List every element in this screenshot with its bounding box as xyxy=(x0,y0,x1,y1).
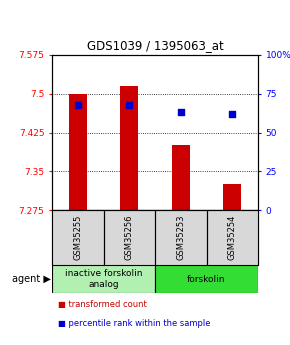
Bar xyxy=(69,94,87,210)
Bar xyxy=(52,210,104,265)
Point xyxy=(75,102,80,107)
Text: GSM35253: GSM35253 xyxy=(176,215,185,260)
Text: agent ▶: agent ▶ xyxy=(12,274,51,284)
Text: GSM35256: GSM35256 xyxy=(125,215,134,260)
Bar xyxy=(206,210,258,265)
Text: inactive forskolin
analog: inactive forskolin analog xyxy=(65,269,142,289)
Point xyxy=(127,102,132,107)
Bar xyxy=(104,210,155,265)
Text: ■ transformed count: ■ transformed count xyxy=(58,300,146,309)
Bar xyxy=(223,184,241,210)
Point xyxy=(230,111,235,117)
Text: forskolin: forskolin xyxy=(187,275,226,284)
Bar xyxy=(155,265,258,293)
Bar xyxy=(120,86,138,210)
Title: GDS1039 / 1395063_at: GDS1039 / 1395063_at xyxy=(87,39,223,52)
Text: GSM35255: GSM35255 xyxy=(73,215,82,260)
Bar xyxy=(172,145,190,210)
Point xyxy=(178,110,183,115)
Text: ■ percentile rank within the sample: ■ percentile rank within the sample xyxy=(58,318,210,327)
Bar xyxy=(52,265,155,293)
Bar xyxy=(155,210,206,265)
Text: GSM35254: GSM35254 xyxy=(228,215,237,260)
